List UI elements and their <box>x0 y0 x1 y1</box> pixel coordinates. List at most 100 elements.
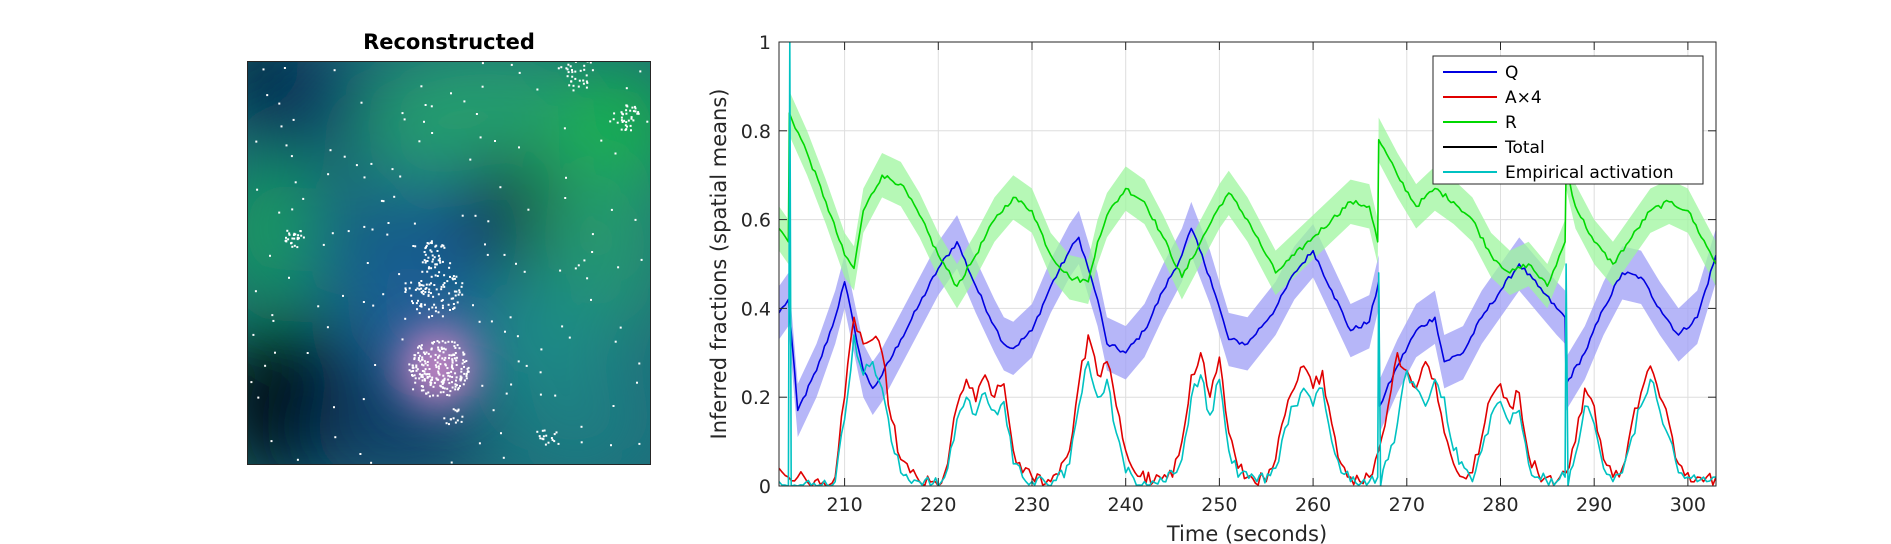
activation-dot <box>294 233 297 236</box>
activation-dot <box>423 259 426 262</box>
activation-dot <box>450 370 453 373</box>
activation-dot <box>579 69 582 72</box>
activation-dot <box>306 352 309 354</box>
activation-dot <box>591 251 594 253</box>
activation-dot <box>410 294 413 297</box>
activation-dot <box>435 263 438 266</box>
activation-dot <box>452 297 455 300</box>
activation-dot <box>449 275 451 278</box>
activation-dot <box>454 385 457 388</box>
activation-dot <box>329 149 332 152</box>
activation-dot <box>454 388 457 391</box>
activation-dot <box>487 220 490 223</box>
activation-dot <box>451 364 454 367</box>
activation-dot <box>463 100 466 103</box>
activation-dot <box>536 430 539 433</box>
activation-dot <box>454 383 457 386</box>
activation-dot <box>561 325 564 328</box>
activation-dot <box>437 346 440 349</box>
activation-dot <box>453 306 456 309</box>
activation-dot <box>440 385 443 388</box>
activation-dot <box>417 358 420 361</box>
activation-dot <box>292 234 295 236</box>
activation-dot <box>446 394 449 396</box>
activation-dot <box>453 277 456 280</box>
activation-dot <box>421 385 424 388</box>
activation-dot <box>437 259 440 262</box>
activation-dot <box>393 195 396 198</box>
activation-dot <box>434 266 437 269</box>
activation-dot <box>422 389 425 392</box>
activation-dot <box>430 275 433 278</box>
activation-dot <box>441 340 444 343</box>
activation-dot <box>430 250 433 253</box>
activation-dot <box>427 291 430 294</box>
activation-dot <box>443 246 446 249</box>
activation-dot <box>518 146 520 149</box>
activation-dot <box>417 351 420 354</box>
activation-dot <box>436 361 439 364</box>
activation-dot <box>454 409 457 412</box>
activation-dot <box>612 405 615 407</box>
activation-dot <box>424 247 427 250</box>
activation-dot <box>475 113 478 115</box>
activation-dot <box>557 67 560 70</box>
activation-dot <box>408 287 411 290</box>
activation-dot <box>428 308 430 311</box>
activation-dot <box>293 244 296 247</box>
activation-dot <box>399 175 402 178</box>
activation-dot <box>421 379 424 382</box>
activation-dot <box>290 155 293 158</box>
activation-dot <box>431 260 434 263</box>
activation-dot <box>586 277 589 280</box>
activation-dot <box>257 396 260 399</box>
activation-dot <box>435 377 438 380</box>
activation-dot <box>630 117 633 120</box>
activation-dot <box>256 188 259 191</box>
activation-dot <box>577 264 580 267</box>
activation-dot <box>590 298 592 301</box>
activation-dot <box>540 348 543 351</box>
activation-dot <box>445 422 448 425</box>
activation-dot <box>386 233 389 236</box>
activation-dot <box>420 358 423 361</box>
x-tick-label: 210 <box>826 494 862 516</box>
activation-dot <box>287 238 290 241</box>
activation-dot <box>614 152 617 155</box>
activation-dot <box>629 109 632 112</box>
activation-dot <box>500 432 502 435</box>
activation-dot <box>486 253 489 256</box>
activation-dot <box>422 289 425 292</box>
activation-dot <box>440 299 443 302</box>
activation-dot <box>433 341 436 343</box>
activation-dot <box>423 378 426 381</box>
activation-dot <box>444 363 447 366</box>
activation-dot <box>545 434 548 437</box>
activation-dot <box>446 372 449 375</box>
activation-dot <box>437 356 440 359</box>
x-axis-label: Time (seconds) <box>1166 522 1327 544</box>
activation-dot <box>420 305 423 308</box>
activation-dot <box>414 381 417 384</box>
activation-dot <box>423 360 426 363</box>
activation-dot <box>465 372 468 375</box>
activation-dot <box>583 64 586 67</box>
activation-dot <box>637 112 640 115</box>
activation-dot <box>455 356 458 359</box>
activation-dot <box>293 232 296 235</box>
activation-dot <box>465 375 468 377</box>
activation-dot <box>557 442 560 445</box>
activation-dot <box>456 344 459 347</box>
activation-dot <box>434 245 437 248</box>
activation-dot <box>424 253 427 256</box>
activation-dot <box>494 140 496 142</box>
activation-dot <box>621 121 624 123</box>
activation-dot <box>426 364 429 367</box>
activation-dot <box>431 378 433 381</box>
activation-dot <box>419 360 422 363</box>
activation-dot <box>431 315 434 317</box>
activation-dot <box>363 225 366 228</box>
activation-dot <box>447 374 450 377</box>
activation-dot <box>278 102 281 105</box>
activation-dot <box>610 208 613 211</box>
